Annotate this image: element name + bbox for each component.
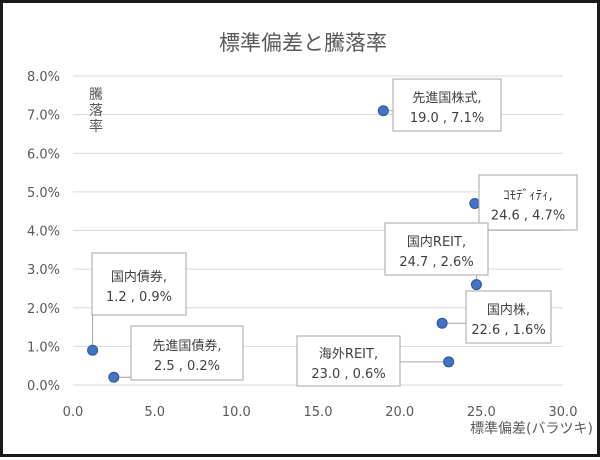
callout-values: 24.7 , 2.6% [399,255,473,270]
data-callout: ｺﾓﾃﾞｨﾃｨ, 24.6 , 4.7% [478,174,578,231]
data-point [469,197,481,209]
y-tick-label: 6.0% [27,147,60,162]
y-axis-title-char: 落 [89,103,103,119]
y-axis-title-char: 騰 [89,86,103,103]
data-callout: 国内株, 22.6 , 1.6% [465,290,552,344]
y-tick-label: 2.0% [27,302,60,317]
y-tick-label: 5.0% [27,186,60,201]
y-tick-label: 7.0% [27,109,60,124]
x-tick-label: 15.0 [304,405,333,420]
data-callouts: 国内債券, 1.2 , 0.9% 先進国債券, 2.5 , 0.2% 先進国株式, 19.… [91,78,578,387]
y-axis-title-char: 率 [89,118,103,135]
data-point [443,356,455,368]
data-point [87,344,99,356]
chart-title: 標準偏差と騰落率 [219,31,387,55]
data-point [436,317,448,329]
data-callout: 海外REIT, 23.0 , 0.6% [296,335,401,387]
x-tick-label: 5.0 [144,405,165,420]
data-points [87,105,482,383]
x-tick-label: 25.0 [467,405,496,420]
callout-label: 国内REIT, [407,234,466,250]
callout-values: 23.0 , 0.6% [311,367,385,382]
y-tick-label: 4.0% [27,225,60,240]
callout-label: 先進国株式, [412,91,481,106]
callout-box [296,335,401,387]
data-callout: 国内REIT, 24.7 , 2.6% [384,222,489,276]
callout-label: 国内債券, [111,269,167,285]
callout-values: 22.6 , 1.6% [471,323,545,338]
callout-label: ｺﾓﾃﾞｨﾃｨ, [503,189,553,204]
callout-box [465,290,552,344]
y-tick-label: 0.0% [27,379,60,394]
y-tick-label: 8.0% [27,70,60,85]
callout-label: 国内株, [487,302,530,318]
callout-values: 19.0 , 7.1% [410,111,484,126]
x-tick-label: 10.0 [222,405,251,420]
data-point [377,105,389,117]
y-tick-label: 3.0% [27,263,60,278]
x-tick-label: 30.0 [549,405,578,420]
data-callout: 国内債券, 1.2 , 0.9% [91,252,187,316]
y-axis-ticks: 0.0% 1.0% 2.0% 3.0% 4.0% 5.0% 6.0% 7.0% 8.0% [27,70,60,394]
y-tick-label: 1.0% [27,340,60,355]
x-tick-label: 0.0 [63,405,84,420]
data-callout: 先進国債券, 2.5 , 0.2% [130,325,244,381]
callout-box [91,252,187,316]
data-point [108,371,120,383]
scatter-chart: 標準偏差と騰落率 0.0% 1.0% 2.0% 3.0% 4.0% 5.0% 6.0% 7.0… [27,31,593,437]
x-tick-label: 20.0 [385,405,414,420]
callout-label: 先進国債券, [152,338,221,354]
callout-values: 1.2 , 0.9% [106,290,172,305]
data-point [470,279,482,291]
callout-label: 海外REIT, [319,347,378,362]
y-axis-title: 騰落率 [89,86,103,135]
callout-values: 24.6 , 4.7% [491,209,565,224]
callout-values: 2.5 , 0.2% [154,359,220,374]
x-axis-title: 標準偏差(バラツキ) [470,421,593,437]
callout-box [478,174,578,231]
callout-box [392,78,502,132]
data-callout: 先進国株式, 19.0 , 7.1% [392,78,502,132]
callout-box [384,222,489,276]
callout-box [130,325,244,381]
x-axis-ticks: 0.0 5.0 10.0 15.0 20.0 25.0 30.0 [63,405,578,420]
